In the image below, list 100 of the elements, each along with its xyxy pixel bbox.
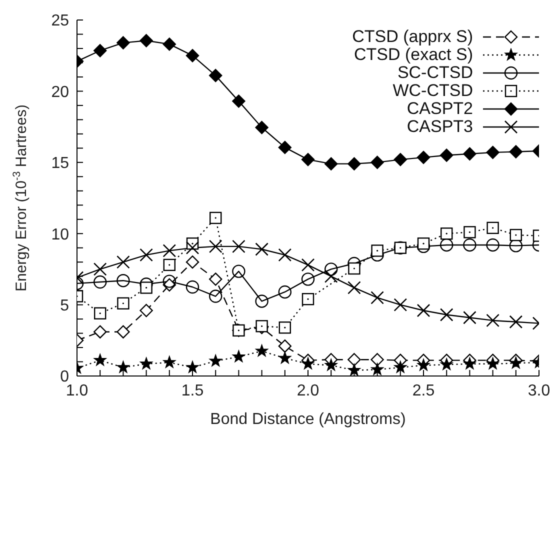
point (394, 298, 408, 312)
point (416, 150, 430, 164)
point (116, 274, 130, 288)
point (417, 237, 430, 250)
point (210, 212, 222, 224)
point (232, 264, 246, 278)
point (301, 152, 315, 166)
point (232, 94, 246, 108)
point (186, 280, 200, 294)
point (278, 285, 292, 299)
point (464, 226, 476, 238)
point (93, 262, 107, 276)
legend-label: WC-CTSD (392, 81, 473, 100)
point (486, 357, 500, 370)
point (186, 360, 199, 374)
point (278, 351, 292, 364)
point (162, 356, 176, 368)
point (510, 228, 522, 242)
point (94, 354, 107, 366)
legend-label: CTSD (exact S) (354, 45, 473, 64)
point (140, 304, 153, 318)
point (140, 357, 153, 370)
point (302, 357, 314, 370)
point (301, 272, 315, 286)
point (486, 222, 499, 234)
point (370, 156, 384, 169)
point (94, 44, 107, 58)
point (162, 244, 176, 258)
point (440, 228, 453, 240)
point (278, 321, 291, 334)
point (509, 356, 522, 369)
point (116, 325, 130, 338)
point (509, 145, 522, 158)
point (255, 294, 268, 308)
legend-label: CTSD (apprx S) (352, 27, 473, 46)
point (463, 147, 476, 160)
point (324, 157, 338, 170)
point (256, 320, 268, 332)
point (232, 240, 246, 254)
point (278, 140, 292, 154)
point (117, 297, 130, 310)
point (94, 275, 107, 289)
point (370, 353, 384, 366)
point (486, 314, 500, 328)
point (209, 290, 222, 303)
point (394, 360, 407, 374)
point (94, 325, 107, 338)
point (232, 350, 246, 362)
point (302, 293, 314, 306)
point (417, 358, 430, 371)
x-axis-title: Bond Distance (Angstroms) (210, 411, 406, 428)
point (324, 270, 338, 283)
y-tick-label: 10 (51, 226, 70, 244)
point (140, 248, 153, 262)
x-tick-label: 1.5 (181, 382, 204, 400)
point (348, 364, 361, 376)
point (324, 262, 338, 276)
point (371, 244, 384, 257)
point (348, 262, 360, 275)
point (116, 255, 130, 269)
point (209, 354, 222, 367)
point (186, 241, 200, 254)
point (209, 272, 222, 286)
point (348, 157, 361, 170)
point (208, 240, 222, 254)
point (463, 310, 476, 324)
point (486, 238, 500, 252)
point (440, 238, 454, 252)
point (440, 358, 454, 370)
point (394, 152, 407, 166)
point (278, 248, 292, 262)
point (140, 282, 152, 294)
point (301, 258, 315, 272)
point (416, 304, 430, 318)
legend-label: CASPT3 (406, 117, 473, 136)
point (324, 358, 338, 371)
y-tick-label: 25 (51, 12, 70, 30)
point (440, 308, 454, 322)
point (163, 258, 176, 272)
point (116, 36, 130, 50)
point (370, 362, 384, 376)
point (440, 148, 454, 162)
y-tick-label: 5 (60, 297, 70, 314)
point (509, 239, 522, 252)
point (140, 34, 153, 48)
point (186, 49, 200, 62)
point (186, 255, 200, 269)
legend-label: SC-CTSD (397, 63, 473, 82)
point (209, 68, 222, 82)
point (509, 315, 523, 329)
point (463, 238, 476, 252)
point (370, 291, 384, 304)
point (463, 357, 476, 370)
point (255, 344, 268, 357)
point (278, 339, 292, 353)
point (486, 146, 500, 160)
y-tick-label: 20 (51, 84, 70, 101)
point (162, 274, 176, 288)
legend-label: CASPT2 (406, 99, 473, 118)
x-tick-label: 2.5 (412, 382, 435, 400)
